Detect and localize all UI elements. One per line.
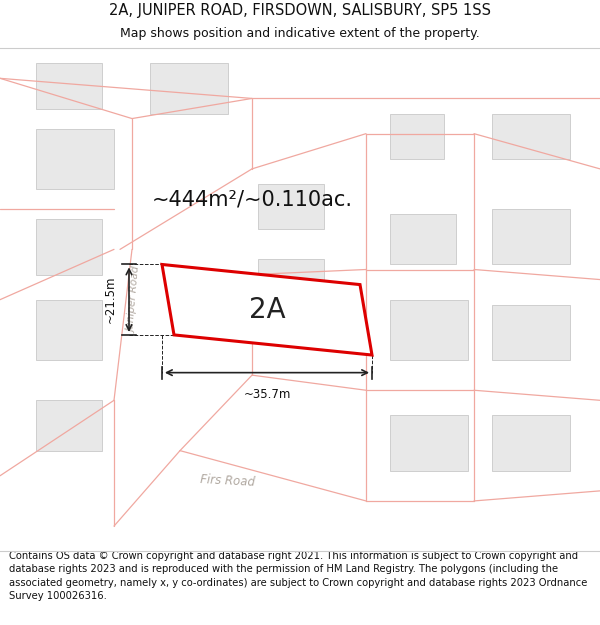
Polygon shape — [36, 299, 102, 360]
Polygon shape — [390, 214, 456, 264]
Polygon shape — [492, 416, 570, 471]
Text: ~21.5m: ~21.5m — [104, 276, 117, 324]
Polygon shape — [36, 219, 102, 274]
Polygon shape — [492, 209, 570, 264]
Text: ~35.7m: ~35.7m — [244, 388, 290, 401]
Polygon shape — [258, 259, 324, 315]
Polygon shape — [390, 299, 468, 360]
Polygon shape — [390, 416, 468, 471]
Polygon shape — [150, 63, 228, 114]
Polygon shape — [36, 400, 102, 451]
Text: ~444m²/~0.110ac.: ~444m²/~0.110ac. — [151, 189, 353, 209]
Text: 2A, JUNIPER ROAD, FIRSDOWN, SALISBURY, SP5 1SS: 2A, JUNIPER ROAD, FIRSDOWN, SALISBURY, S… — [109, 3, 491, 18]
Polygon shape — [492, 305, 570, 360]
Polygon shape — [36, 129, 114, 189]
Polygon shape — [258, 184, 324, 229]
Polygon shape — [492, 114, 570, 159]
Text: Contains OS data © Crown copyright and database right 2021. This information is : Contains OS data © Crown copyright and d… — [9, 551, 587, 601]
Polygon shape — [390, 114, 444, 159]
Text: Map shows position and indicative extent of the property.: Map shows position and indicative extent… — [120, 27, 480, 40]
Polygon shape — [36, 63, 102, 109]
Polygon shape — [162, 264, 372, 355]
Text: Firs Road: Firs Road — [200, 473, 256, 489]
Text: 2A: 2A — [248, 296, 286, 324]
Text: Juniper Road: Juniper Road — [127, 266, 143, 333]
